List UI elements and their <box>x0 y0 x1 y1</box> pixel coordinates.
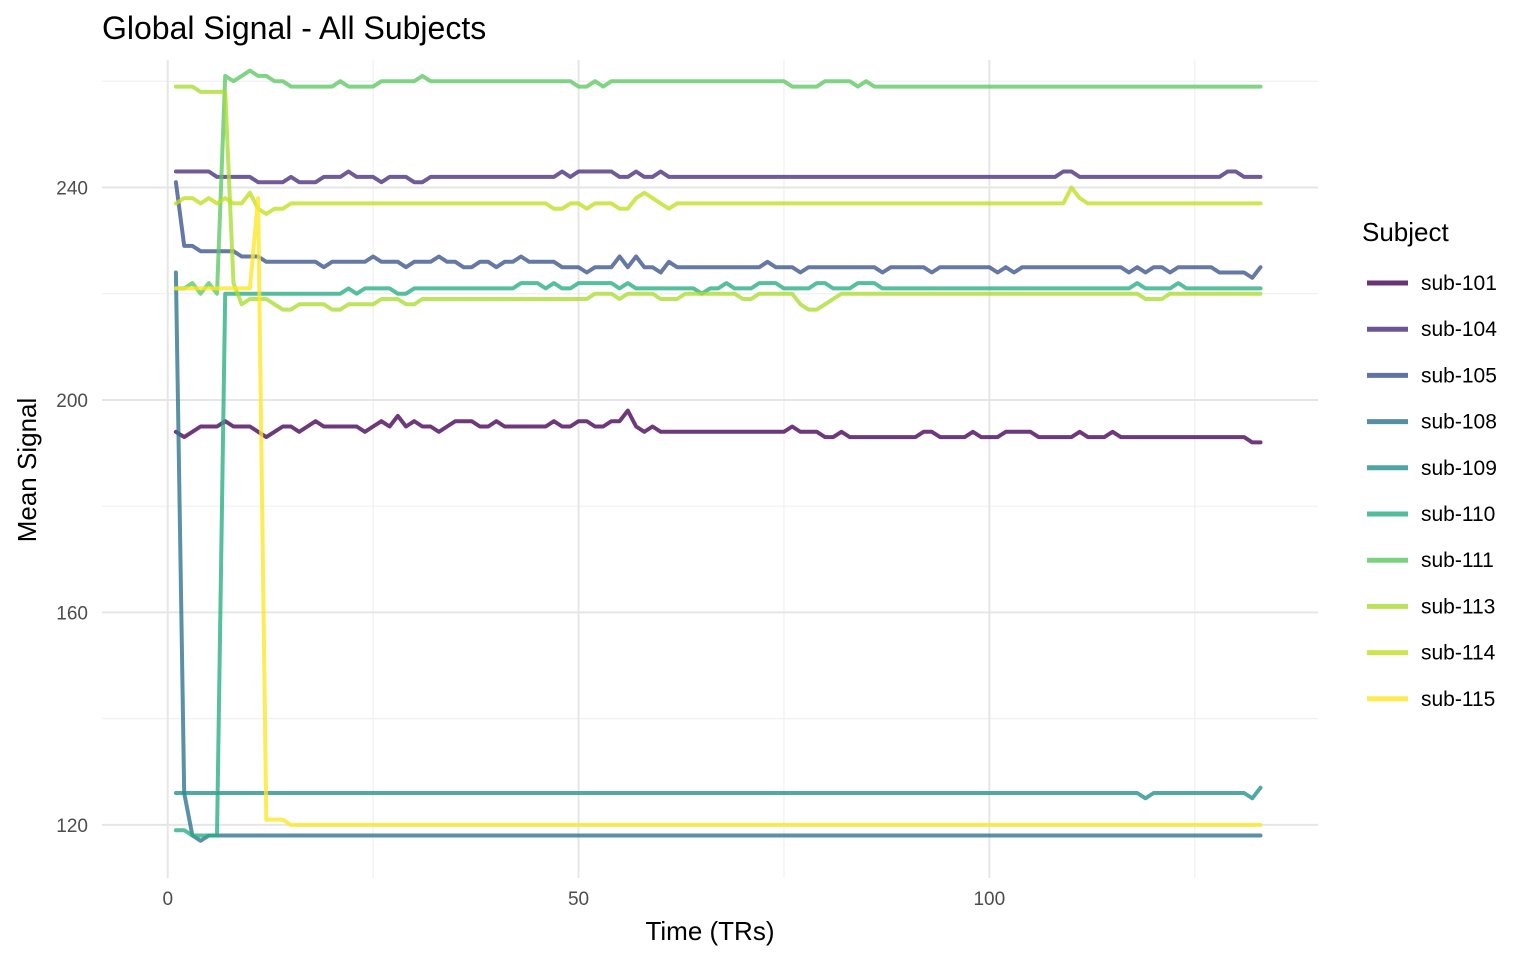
series-line-sub-113 <box>173 84 1263 312</box>
y-tick-label: 160 <box>56 603 88 624</box>
y-tick-label: 120 <box>56 816 88 837</box>
series-line-sub-105 <box>173 180 1263 280</box>
x-axis-title: Time (TRs) <box>645 916 774 946</box>
x-tick-label: 50 <box>568 889 589 910</box>
series-lines <box>173 68 1263 843</box>
legend-label-sub-101: sub-101 <box>1421 272 1497 295</box>
series-line-sub-104 <box>173 169 1263 185</box>
x-tick-label: 100 <box>973 889 1005 910</box>
series-line-sub-108 <box>173 270 1263 843</box>
series-line-sub-101 <box>173 408 1263 445</box>
series-line-sub-114 <box>173 185 1263 216</box>
y-axis-ticks: 120 160 200 240 <box>56 178 88 836</box>
chart-title: Global Signal - All Subjects <box>102 10 486 46</box>
legend-label-sub-110: sub-110 <box>1421 503 1495 526</box>
y-axis-title: Mean Signal <box>12 398 42 543</box>
legend-label-sub-105: sub-105 <box>1421 364 1497 387</box>
legend-label-sub-109: sub-109 <box>1421 457 1497 480</box>
legend-label-sub-111: sub-111 <box>1421 549 1494 572</box>
legend-title: Subject <box>1362 217 1449 247</box>
series-line-sub-111 <box>173 68 1263 296</box>
y-tick-label: 240 <box>56 178 88 199</box>
y-tick-label: 200 <box>56 391 88 412</box>
legend-label-sub-108: sub-108 <box>1421 411 1497 434</box>
legend-label-sub-113: sub-113 <box>1421 595 1495 618</box>
x-tick-label: 0 <box>162 889 173 910</box>
series-line-sub-109 <box>173 785 1263 801</box>
legend-label-sub-114: sub-114 <box>1421 642 1496 665</box>
series-line-sub-110 <box>173 281 1263 838</box>
legend: Subject sub-101 sub-104 sub-105 sub-108 sub-… <box>1362 217 1497 711</box>
x-axis-ticks: 0 50 100 <box>162 889 1005 910</box>
legend-label-sub-104: sub-104 <box>1421 318 1497 341</box>
legend-label-sub-115: sub-115 <box>1421 688 1495 711</box>
series-line-sub-115 <box>173 196 1263 827</box>
